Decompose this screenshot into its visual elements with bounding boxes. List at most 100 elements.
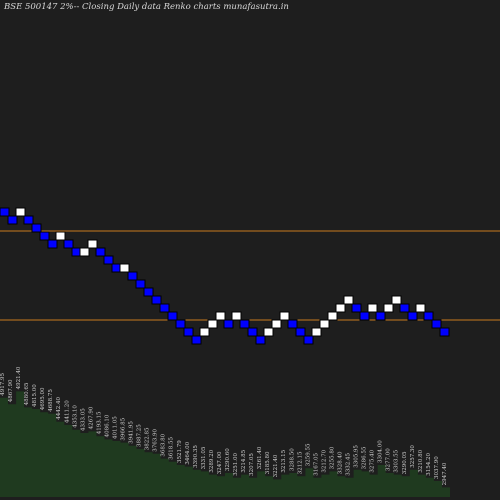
down-brick (431, 319, 442, 329)
volume-label: 3255.80 (329, 446, 335, 469)
volume-label: 3185.80 (265, 451, 271, 474)
up-brick (415, 303, 426, 313)
up-brick (207, 319, 218, 329)
volume-label: 3212.15 (297, 451, 303, 474)
volume-label: 3261.40 (257, 446, 263, 469)
up-brick (391, 295, 402, 305)
volume-label: 3521.79 (177, 440, 183, 463)
volume-label: 3683.80 (161, 433, 167, 456)
down-brick (151, 295, 162, 305)
down-brick (359, 311, 370, 321)
volume-label: 3822.85 (145, 427, 151, 450)
volume-label: 4921.40 (16, 366, 22, 389)
down-brick (23, 215, 34, 225)
down-brick (295, 327, 306, 337)
volume-label: 3207.05 (249, 453, 255, 476)
up-brick (79, 247, 90, 257)
down-brick (239, 319, 250, 329)
up-brick (367, 303, 378, 313)
volume-label: 3464.00 (185, 441, 191, 464)
down-brick (127, 271, 138, 281)
volume-label: 3331.05 (201, 446, 207, 469)
volume-label: 4442.40 (56, 397, 62, 420)
down-brick (159, 303, 170, 313)
down-brick (223, 319, 234, 329)
volume-label: 4867.90 (8, 379, 14, 402)
volume-label: 3288.50 (289, 448, 295, 471)
up-brick (383, 303, 394, 313)
volume-label: 3167.05 (313, 453, 319, 476)
up-brick (199, 327, 210, 337)
volume-label: 3212.70 (321, 449, 327, 472)
down-brick (287, 319, 298, 329)
down-brick (399, 303, 410, 313)
down-brick (31, 223, 42, 233)
volume-label: 3037.90 (434, 456, 440, 479)
volume-label: 3221.40 (273, 454, 279, 477)
up-brick (15, 207, 26, 217)
up-brick (119, 263, 130, 273)
up-brick (55, 231, 66, 241)
down-brick (351, 303, 362, 313)
down-brick (0, 207, 10, 217)
up-brick (215, 311, 226, 321)
volume-label: 3966.85 (121, 417, 127, 440)
down-brick (423, 311, 434, 321)
down-brick (375, 311, 386, 321)
volume-label: 3941.95 (129, 421, 135, 444)
down-brick (63, 239, 74, 249)
volume-label: 3277.00 (386, 448, 392, 471)
up-brick (271, 319, 282, 329)
volume-label: 4353.10 (72, 405, 78, 428)
down-brick (39, 231, 50, 241)
volume-label: 4193.15 (96, 411, 102, 434)
up-brick (263, 327, 274, 337)
volume-label: 3214.85 (241, 449, 247, 472)
volume-label: 4333.05 (80, 408, 86, 431)
volume-label: 4695.00 (40, 387, 46, 410)
down-brick (439, 327, 450, 337)
volume-label: 4815.00 (32, 384, 38, 407)
volume-label: 3618.55 (169, 437, 175, 460)
down-brick (103, 255, 114, 265)
volume-label: 4267.90 (88, 406, 94, 429)
down-brick (135, 279, 146, 289)
volume-label: 3763.90 (153, 429, 159, 452)
volume-label: 3210.80 (418, 449, 424, 472)
volume-label: 3213.15 (281, 449, 287, 472)
down-brick (255, 335, 266, 345)
volume-label: 2947.40 (442, 462, 448, 485)
up-brick (279, 311, 290, 321)
down-brick (143, 287, 154, 297)
volume-label: 3290.05 (402, 451, 408, 474)
down-brick (183, 327, 194, 337)
volume-label: 3305.95 (354, 445, 360, 468)
down-brick (167, 311, 178, 321)
chart-title: BSE 500147 2%-- Closing Daily data Renko… (4, 2, 289, 12)
up-brick (87, 239, 98, 249)
down-brick (407, 311, 418, 321)
volume-label: 3390.35 (193, 445, 199, 468)
up-brick (231, 311, 242, 321)
volume-label: 3286.55 (362, 446, 368, 469)
volume-label: 4411.20 (64, 400, 70, 423)
volume-label: 3304.00 (378, 440, 384, 463)
up-brick (327, 311, 338, 321)
up-brick (319, 319, 330, 329)
up-brick (343, 295, 354, 305)
volume-label: 4011.05 (113, 416, 119, 439)
volume-label: 3328.40 (338, 451, 344, 474)
down-brick (95, 247, 106, 257)
down-brick (175, 319, 186, 329)
volume-label: 4917.95 (0, 373, 6, 396)
up-brick (311, 327, 322, 337)
volume-label: 3247.00 (217, 451, 223, 474)
volume-label: 3275.40 (370, 449, 376, 472)
volume-label: 3259.55 (305, 443, 311, 466)
volume-label: 4880.65 (24, 382, 30, 405)
down-brick (191, 335, 202, 345)
down-brick (247, 327, 258, 337)
volume-area (0, 391, 450, 497)
